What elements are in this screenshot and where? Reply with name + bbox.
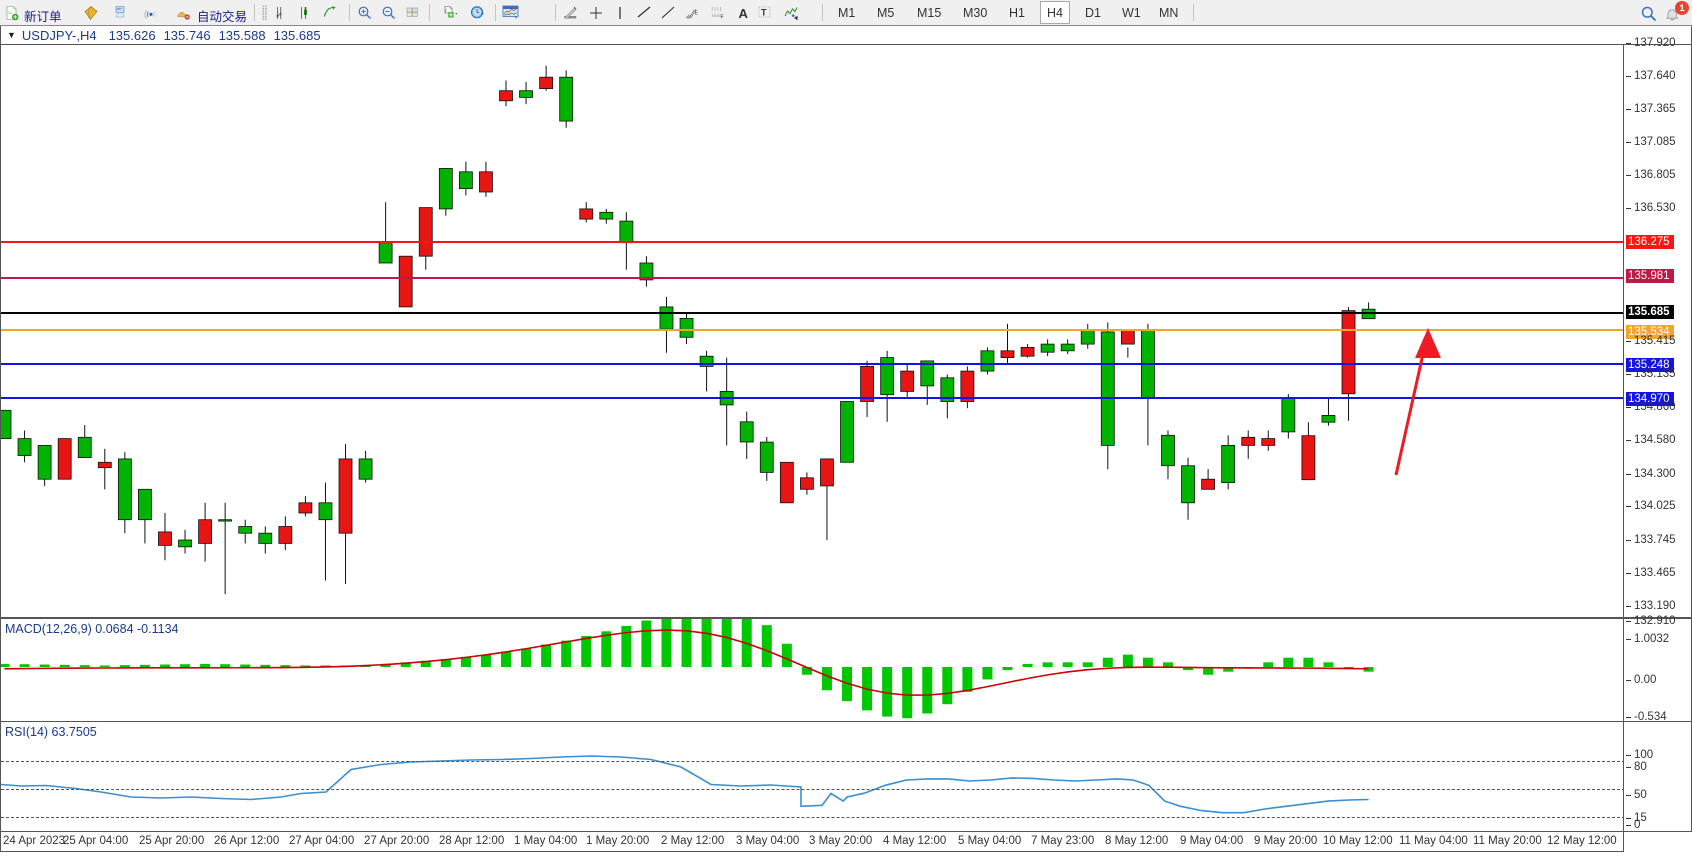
svg-text:▾: ▾ [795, 15, 798, 21]
svg-text:A: A [739, 6, 749, 21]
svg-text:E: E [695, 11, 699, 17]
svg-text:F: F [721, 15, 725, 21]
svg-text:T: T [761, 8, 767, 18]
